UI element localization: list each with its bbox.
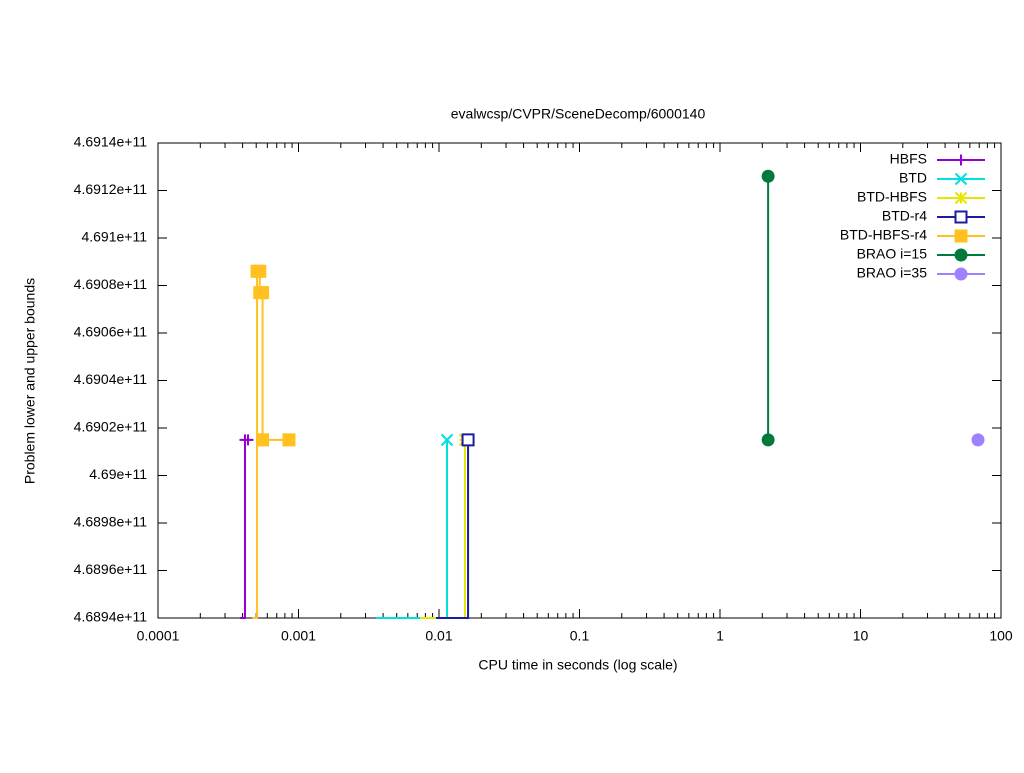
series-line bbox=[436, 439, 470, 619]
series-line bbox=[252, 270, 289, 619]
x-tick-label: 0.01 bbox=[425, 628, 452, 644]
x-tick-label: 10 bbox=[853, 628, 869, 644]
y-tick-label: 4.691e+11 bbox=[81, 229, 147, 245]
series-line bbox=[240, 438, 248, 619]
legend-label: BTD-HBFS-r4 bbox=[840, 227, 927, 243]
marker bbox=[242, 434, 254, 446]
x-tick-label: 0.001 bbox=[281, 628, 316, 644]
y-tick-label: 4.6904e+11 bbox=[74, 371, 148, 387]
marker bbox=[253, 264, 267, 278]
y-tick-label: 4.69e+11 bbox=[89, 466, 147, 482]
legend-label: BTD bbox=[899, 170, 927, 186]
chart-title: evalwcsp/CVPR/SceneDecomp/6000140 bbox=[451, 106, 706, 122]
x-tick-label: 0.0001 bbox=[137, 628, 180, 644]
y-tick-label: 4.6908e+11 bbox=[74, 276, 148, 292]
marker bbox=[461, 433, 475, 447]
legend-marker bbox=[954, 248, 968, 262]
legend-label: BTD-r4 bbox=[882, 208, 927, 224]
marker bbox=[761, 169, 775, 183]
plot-frame bbox=[157, 142, 1002, 619]
marker bbox=[256, 433, 270, 447]
marker bbox=[761, 433, 775, 447]
legend-label: BRAO i=15 bbox=[857, 246, 928, 262]
marker bbox=[971, 433, 985, 447]
legend-marker bbox=[954, 172, 968, 186]
legend-label: HBFS bbox=[890, 151, 927, 167]
legend-marker bbox=[954, 267, 968, 281]
y-axis-label: Problem lower and upper bounds bbox=[22, 278, 38, 484]
x-tick-label: 100 bbox=[989, 628, 1013, 644]
marker bbox=[282, 433, 296, 447]
legend-marker bbox=[954, 191, 968, 205]
y-tick-label: 4.6906e+11 bbox=[74, 324, 148, 340]
legend-label: BRAO i=35 bbox=[857, 265, 928, 281]
legend-marker bbox=[955, 154, 967, 166]
series-line bbox=[375, 439, 448, 619]
plot-area bbox=[239, 169, 985, 619]
marker bbox=[256, 286, 270, 300]
legend-label: BTD-HBFS bbox=[857, 189, 927, 205]
y-tick-label: 4.6902e+11 bbox=[74, 419, 148, 435]
x-tick-label: 0.1 bbox=[570, 628, 590, 644]
legend-marker bbox=[954, 229, 968, 243]
x-axis-label: CPU time in seconds (log scale) bbox=[478, 657, 677, 673]
legend-marker bbox=[954, 210, 968, 224]
y-tick-label: 4.6894e+11 bbox=[74, 609, 148, 625]
marker bbox=[440, 433, 454, 447]
y-tick-label: 4.6914e+11 bbox=[74, 134, 148, 150]
x-tick-label: 1 bbox=[716, 628, 724, 644]
y-tick-label: 4.6912e+11 bbox=[74, 181, 148, 197]
y-tick-label: 4.6898e+11 bbox=[74, 514, 148, 530]
y-tick-label: 4.6896e+11 bbox=[74, 561, 148, 577]
series-line bbox=[420, 439, 466, 619]
